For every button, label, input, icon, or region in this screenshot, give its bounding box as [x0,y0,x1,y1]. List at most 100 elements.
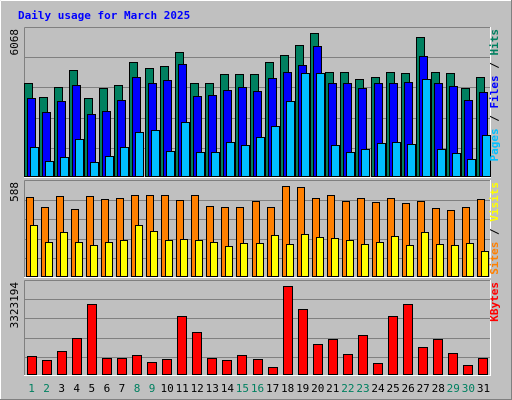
bar-pages-day-1 [30,147,39,177]
bar-pages-day-18 [286,101,295,177]
x-tick-label: 7 [119,382,126,395]
bar-pages-day-7 [120,147,129,177]
bar-pages-day-12 [196,152,205,177]
bar-pages-day-22 [346,152,355,177]
x-axis-labels: 1 2 3 4 5 6 7 8 9 10 11 12 13 14 15 16 17 18 19 20 21 22 23 24 2… [28,382,490,395]
x-tick-label: 8 [134,382,141,395]
x-tick-label: 25 [386,382,399,395]
bar-sites-day-16 [256,243,264,277]
bar-kbytes-day-11 [177,316,187,375]
x-tick-label: 22 [341,382,354,395]
legend-entry: Sites [488,242,501,275]
bar-pages-day-21 [331,145,340,177]
bar-kbytes-day-15 [237,355,247,375]
bar-pages-day-30 [467,159,476,177]
bar-pages-day-4 [75,139,84,177]
legend-entry: Files [488,75,501,108]
x-tick-label: 17 [266,382,279,395]
bar-kbytes-day-25 [388,316,398,375]
bar-pages-day-20 [316,73,325,177]
x-tick-label: 14 [221,382,235,395]
bar-pages-day-9 [151,130,160,177]
bar-kbytes-day-18 [283,286,293,375]
bar-sites-day-7 [120,240,128,277]
bar-sites-day-26 [406,245,414,277]
bar-pages-day-2 [45,161,54,177]
x-tick-label: 11 [176,382,189,395]
bar-sites-day-27 [421,232,429,277]
legend-entry: / [488,222,501,242]
x-tick-label: 13 [206,382,219,395]
legend-entry: / [488,109,501,129]
bar-kbytes-day-12 [192,332,202,375]
bar-sites-day-6 [105,242,113,277]
bar-sites-day-13 [210,242,218,277]
bar-kbytes-day-14 [222,360,232,375]
bar-kbytes-day-21 [328,339,338,375]
x-tick-label: 29 [447,382,460,395]
legend-entry: KBytes [488,282,501,322]
y-max-label: 6068 [8,29,21,56]
bar-pages-day-15 [241,145,250,177]
bar-kbytes-day-31 [478,358,488,375]
bar-pages-day-16 [256,137,265,177]
x-tick-label: 20 [311,382,324,395]
bar-kbytes-day-19 [298,309,308,375]
legend-entry: Hits [488,29,501,56]
bar-pages-day-3 [60,157,69,177]
bar-sites-day-14 [225,246,233,277]
panel-kbytes: 3323194 KBytes [8,280,501,376]
legend-entry: Pages [488,128,501,161]
bar-pages-day-28 [437,149,446,177]
bar-sites-day-5 [90,245,98,277]
bar-kbytes-day-4 [72,338,82,375]
x-tick-label: 9 [149,382,156,395]
bar-sites-day-20 [316,237,324,277]
chart-panels: 6068 Pages / Files / Hits 588 Sites / Visit… [8,27,501,376]
bar-pages-day-6 [105,156,114,177]
y-max-label: 588 [8,182,21,202]
bar-sites-day-12 [195,240,203,277]
bar-kbytes-day-20 [313,344,323,375]
x-tick-label: 31 [477,382,490,395]
bar-sites-day-30 [466,243,474,277]
bar-sites-day-15 [240,243,248,277]
bar-kbytes-day-9 [147,362,157,375]
bar-kbytes-day-30 [463,365,473,375]
bar-kbytes-day-3 [57,351,67,375]
bar-pages-day-8 [135,132,144,177]
panel-visits-sites: 588 Sites / Visits [8,180,501,278]
bar-kbytes-day-29 [448,353,458,375]
bar-pages-day-14 [226,142,235,177]
x-tick-label: 21 [326,382,339,395]
x-tick-label: 15 [236,382,249,395]
bar-kbytes-day-24 [373,363,383,375]
bar-kbytes-day-27 [418,347,428,375]
bar-pages-day-19 [301,73,310,177]
x-tick-label: 3 [58,382,65,395]
bar-sites-day-19 [301,234,309,277]
bar-sites-day-4 [75,242,83,277]
x-tick-label: 30 [462,382,475,395]
bar-pages-day-5 [90,162,99,177]
x-tick-label: 12 [191,382,204,395]
y-max-label: 3323194 [8,282,21,329]
bar-pages-day-11 [181,122,190,177]
bar-sites-day-31 [481,251,489,277]
x-tick-label: 19 [296,382,309,395]
x-tick-label: 1 [28,382,35,395]
bar-kbytes-day-16 [253,359,263,375]
bar-kbytes-day-10 [162,359,172,375]
bar-kbytes-day-5 [87,304,97,375]
bar-sites-day-18 [286,244,294,277]
x-tick-label: 2 [43,382,50,395]
bar-sites-day-8 [135,225,143,277]
x-tick-label: 26 [401,382,414,395]
x-tick-label: 6 [104,382,111,395]
bar-sites-day-23 [361,244,369,277]
bar-kbytes-day-22 [343,354,353,375]
bar-kbytes-day-6 [102,358,112,375]
bar-sites-day-21 [331,238,339,277]
bar-pages-day-10 [166,151,175,177]
